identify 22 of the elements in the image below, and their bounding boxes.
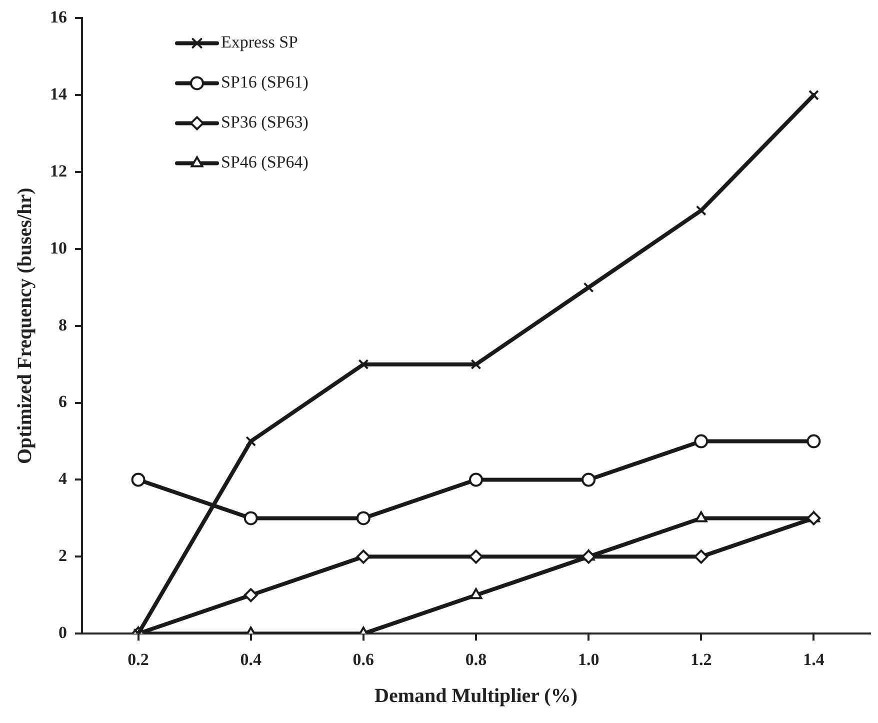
x-tick-label: 1.0 <box>578 650 600 670</box>
x-tick-label: 0.6 <box>352 650 374 670</box>
legend-label: SP16 (SP61) <box>221 72 308 92</box>
x-tick-label: 0.4 <box>240 650 262 670</box>
legend-label: Express SP <box>221 32 298 52</box>
y-tick-label: 10 <box>50 238 67 258</box>
y-tick-label: 12 <box>50 161 67 180</box>
x-tick-label: 1.2 <box>690 650 712 670</box>
y-tick-label: 0 <box>58 622 67 642</box>
legend-label: SP46 (SP64) <box>221 152 308 172</box>
y-tick-label: 2 <box>58 546 67 566</box>
y-axis-title: Optimized Frequency (buses/hr) <box>14 188 36 464</box>
y-tick-label: 14 <box>50 84 68 104</box>
x-tick-label: 1.4 <box>803 650 825 670</box>
x-axis-title: Demand Multiplier (%) <box>374 685 578 708</box>
y-tick-label: 8 <box>58 315 67 334</box>
x-tick-label: 0.2 <box>128 650 149 670</box>
y-tick-label: 4 <box>58 469 68 488</box>
y-tick-label: 6 <box>58 392 67 412</box>
y-tick-label: 16 <box>50 8 67 27</box>
x-tick-label: 0.8 <box>465 650 487 670</box>
legend-label: SP36 (SP63) <box>221 112 308 132</box>
